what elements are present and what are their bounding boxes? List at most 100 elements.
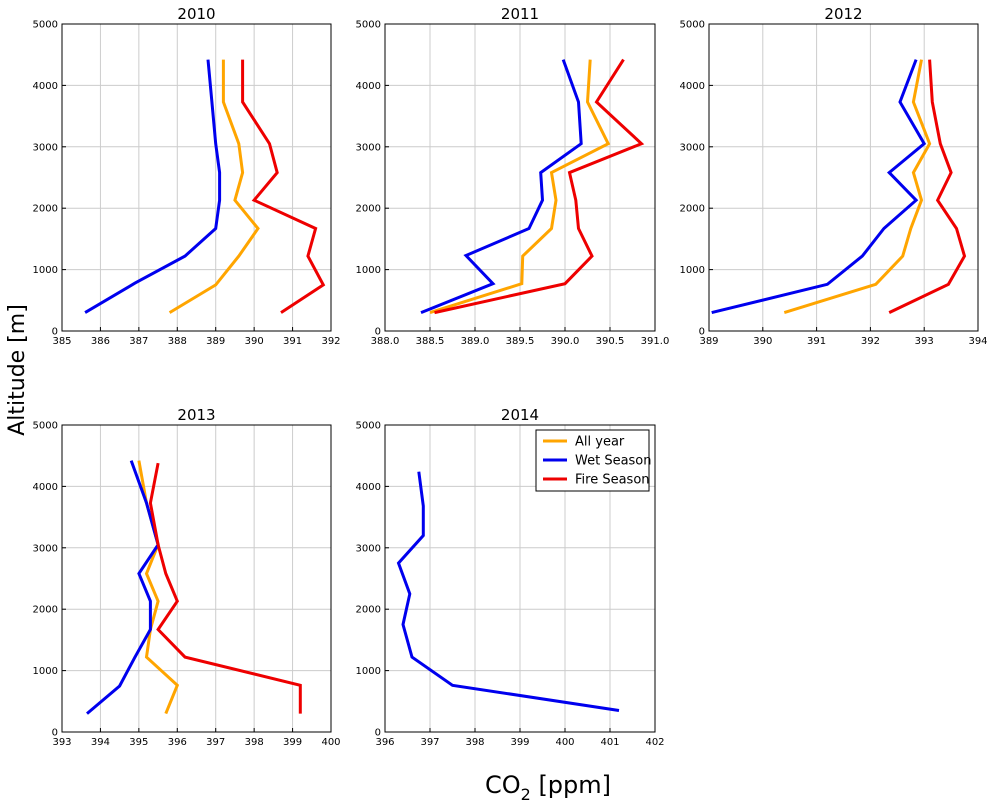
y-tick-label: 0 — [52, 728, 58, 739]
x-tick-label: 391 — [283, 336, 302, 347]
y-tick-label: 3000 — [356, 543, 381, 554]
x-axis-label-main: CO — [485, 771, 521, 799]
x-tick-label: 393 — [52, 737, 71, 748]
x-tick-label: 386 — [91, 336, 110, 347]
series-line-wet-season — [711, 59, 927, 315]
x-tick-label: 399 — [510, 737, 529, 748]
series-line-all-year — [783, 59, 932, 315]
x-tick-label: 398 — [245, 737, 264, 748]
y-tick-label: 2000 — [33, 605, 58, 616]
x-tick-label: 393 — [915, 336, 934, 347]
x-tick-label: 388.0 — [371, 336, 400, 347]
x-tick-label: 396 — [375, 737, 394, 748]
y-tick-label: 0 — [52, 327, 58, 338]
x-axis-label-unit: [ppm] — [531, 771, 611, 799]
y-tick-label: 2000 — [680, 204, 705, 215]
x-tick-label: 390 — [245, 336, 264, 347]
x-tick-label: 396 — [168, 737, 187, 748]
series-line-wet-season — [86, 460, 160, 715]
legend-label: Wet Season — [575, 454, 652, 469]
y-tick-label: 4000 — [33, 482, 58, 493]
x-tick-label: 397 — [420, 737, 439, 748]
x-tick-label: 389 — [206, 336, 225, 347]
y-tick-label: 3000 — [33, 543, 58, 554]
y-tick-label: 1000 — [33, 666, 58, 677]
plot-frame — [61, 23, 332, 332]
y-tick-label: 0 — [699, 327, 705, 338]
y-tick-label: 4000 — [356, 81, 381, 92]
x-tick-label: 389 — [699, 336, 718, 347]
chart-panel-2011: 388.0 388.5 389.0 389.5 390.0 390.5 391.0 0 1000… — [356, 5, 670, 347]
x-tick-label: 389.0 — [461, 336, 490, 347]
chart-panel-2013: 393 394 395 396 397 398 399 4000100020003000400… — [33, 406, 341, 748]
y-tick-label: 1000 — [356, 265, 381, 276]
y-tick-label: 2000 — [356, 204, 381, 215]
x-tick-label: 395 — [129, 737, 148, 748]
series-line-fire-season — [241, 59, 326, 314]
y-tick-label: 3000 — [33, 142, 58, 153]
x-tick-label: 390.5 — [596, 336, 625, 347]
panel-title: 2013 — [177, 406, 215, 424]
legend: All year Wet Season Fire Season — [535, 429, 652, 492]
y-tick-label: 2000 — [356, 605, 381, 616]
panel-title: 2010 — [177, 5, 215, 23]
legend-label: All year — [575, 435, 625, 450]
y-tick-label: 5000 — [356, 20, 381, 31]
x-tick-label: 402 — [645, 737, 664, 748]
chart-panel-2010: 385 386 387 388 389 390 391 392 0 1000 2000 3000 400… — [33, 5, 341, 347]
x-tick-label: 394 — [91, 737, 110, 748]
chart-panel-2012: 389 390 391 392 393 394 0 1000 2000 3000 4000 5000 2… — [680, 5, 988, 347]
y-tick-label: 4000 — [33, 81, 58, 92]
panels-group: 385 386 387 388 389 390 391 392 0 1000 2000 3000 400… — [33, 5, 988, 748]
series-line-wet-season — [396, 471, 620, 712]
y-tick-label: 1000 — [356, 666, 381, 677]
x-tick-label: 392 — [861, 336, 880, 347]
series-line-all-year — [429, 59, 611, 315]
plot-area — [62, 24, 331, 331]
x-tick-label: 391.0 — [641, 336, 670, 347]
plot-frame — [384, 23, 656, 332]
y-tick-label: 0 — [375, 327, 381, 338]
legend-items: All year Wet Season Fire Season — [543, 435, 652, 488]
x-tick-label: 390 — [753, 336, 772, 347]
x-tick-label: 390.0 — [551, 336, 580, 347]
x-tick-label: 399 — [283, 737, 302, 748]
series-line-all-year — [168, 59, 260, 314]
x-tick-label: 388.5 — [416, 336, 445, 347]
x-tick-label: 400 — [555, 737, 574, 748]
x-tick-label: 398 — [465, 737, 484, 748]
plot-area — [709, 24, 978, 331]
panel-title: 2011 — [501, 5, 539, 23]
y-tick-label: 3000 — [680, 142, 705, 153]
x-tick-label: 385 — [52, 336, 71, 347]
x-tick-label: 397 — [206, 737, 225, 748]
y-tick-label: 1000 — [680, 265, 705, 276]
x-tick-label: 387 — [129, 336, 148, 347]
x-tick-label: 394 — [968, 336, 987, 347]
y-tick-label: 5000 — [33, 421, 58, 432]
series-line-wet-season — [420, 59, 583, 314]
x-tick-label: 400 — [321, 737, 340, 748]
panel-title: 2012 — [824, 5, 862, 23]
x-tick-label: 392 — [321, 336, 340, 347]
panel-title: 2014 — [501, 406, 539, 424]
y-tick-label: 5000 — [33, 20, 58, 31]
y-axis-label: Altitude [m] — [5, 304, 30, 436]
x-axis-label-subscript: 2 — [521, 785, 531, 804]
x-tick-label: 401 — [600, 737, 619, 748]
y-tick-label: 5000 — [680, 20, 705, 31]
x-tick-label: 388 — [168, 336, 187, 347]
x-tick-label: 391 — [807, 336, 826, 347]
plot-area — [62, 425, 331, 732]
y-tick-label: 0 — [375, 728, 381, 739]
y-tick-label: 4000 — [680, 81, 705, 92]
plot-frame — [708, 23, 979, 332]
series-line-fire-season — [148, 462, 302, 714]
y-tick-label: 2000 — [33, 204, 58, 215]
legend-label: Fire Season — [575, 473, 650, 488]
y-tick-label: 5000 — [356, 421, 381, 432]
plot-frame — [61, 424, 332, 733]
series-line-wet-season — [84, 59, 222, 314]
series-line-fire-season — [888, 59, 967, 314]
